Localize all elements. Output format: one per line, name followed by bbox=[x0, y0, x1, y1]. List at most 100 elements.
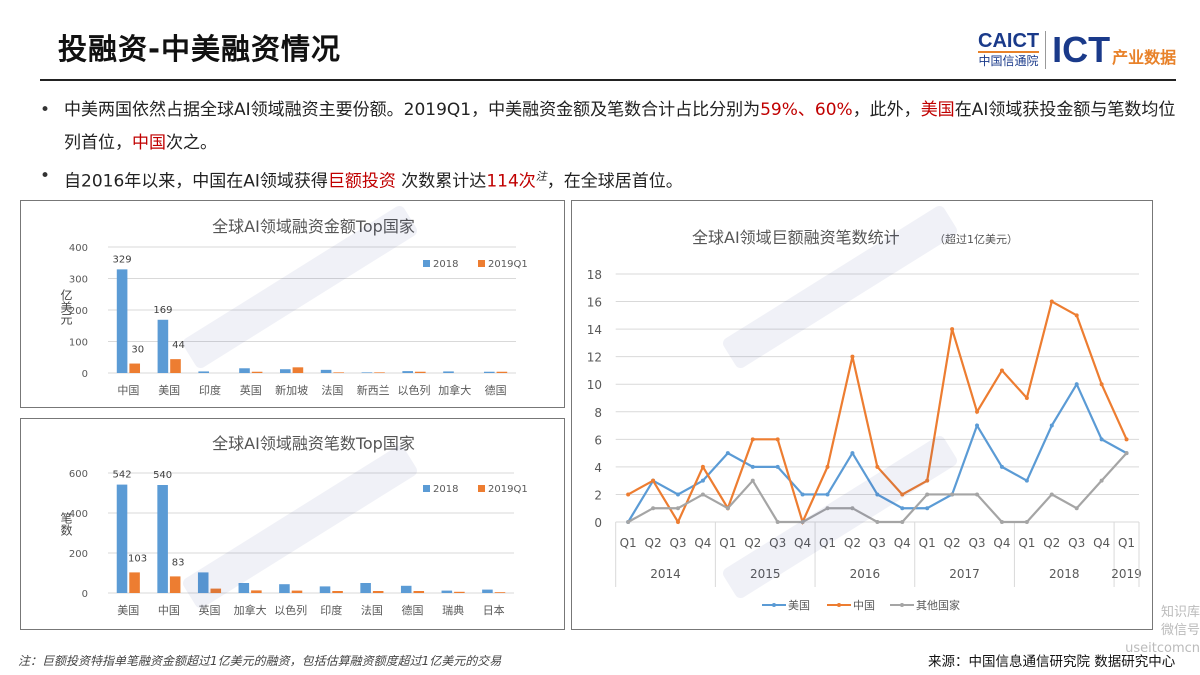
bar bbox=[319, 586, 331, 593]
x-tick-label: Q1 bbox=[1118, 536, 1135, 550]
x-tick-label: 中国 bbox=[117, 384, 139, 397]
bar bbox=[251, 371, 263, 373]
legend-marker bbox=[837, 603, 841, 607]
legend-label: 2019Q1 bbox=[488, 484, 528, 495]
bar bbox=[483, 371, 495, 373]
y-tick-label: 14 bbox=[587, 323, 602, 337]
highlight-text: 巨额投资 bbox=[327, 171, 396, 192]
year-label: 2018 bbox=[1049, 567, 1080, 581]
data-point bbox=[675, 520, 680, 524]
x-tick-label: 法国 bbox=[361, 603, 383, 617]
x-tick-label: 日本 bbox=[483, 603, 505, 617]
chart-subtitle: （超过1亿美元） bbox=[934, 232, 1018, 246]
x-tick-label: Q4 bbox=[894, 536, 911, 550]
x-tick-label: Q3 bbox=[968, 536, 985, 550]
legend-swatch bbox=[423, 260, 430, 267]
data-point bbox=[1074, 506, 1079, 511]
wechat-id: 微信号 useitcomcn bbox=[1125, 623, 1200, 656]
data-point bbox=[1124, 437, 1129, 442]
y-tick-label: 0 bbox=[594, 516, 602, 530]
legend-swatch bbox=[423, 485, 430, 492]
bar bbox=[496, 371, 508, 373]
data-point bbox=[750, 478, 755, 483]
x-tick-label: 新西兰 bbox=[357, 383, 390, 397]
y-tick-label: 600 bbox=[69, 469, 88, 480]
bar bbox=[170, 359, 181, 373]
data-label: 329 bbox=[113, 254, 132, 265]
data-point bbox=[1024, 396, 1029, 400]
data-point bbox=[700, 478, 705, 483]
data-point bbox=[750, 437, 755, 442]
bullet-text: 中美两国依然占据全球AI领域融资主要份额。2019Q1，中美融资金额及笔数合计占… bbox=[64, 100, 761, 120]
x-tick-label: 瑞典 bbox=[442, 603, 464, 617]
bullet-text: 自2016年以来，中国在AI领域获得 bbox=[64, 171, 328, 192]
year-label: 2014 bbox=[650, 567, 681, 581]
x-tick-label: Q3 bbox=[869, 536, 886, 550]
data-point bbox=[1074, 313, 1079, 318]
data-point bbox=[950, 327, 955, 332]
x-tick-label: 法国 bbox=[321, 383, 343, 397]
x-tick-label: Q3 bbox=[669, 536, 686, 550]
bullet-text: 注 bbox=[535, 170, 547, 183]
bullet-item: 中美两国依然占据全球AI领域融资主要份额。2019Q1，中美融资金额及笔数合计占… bbox=[38, 94, 1178, 160]
x-tick-label: 德国 bbox=[402, 603, 424, 617]
logo-ict-cn: 产业数据 bbox=[1112, 48, 1177, 67]
data-point bbox=[975, 423, 980, 428]
data-point bbox=[1049, 423, 1054, 428]
x-tick-label: 以色列 bbox=[398, 383, 431, 397]
legend-marker bbox=[900, 603, 904, 607]
data-point bbox=[750, 464, 755, 469]
bar bbox=[413, 591, 425, 593]
x-tick-label: 印度 bbox=[199, 383, 221, 397]
data-point bbox=[700, 492, 705, 497]
caict-mark: CAICT 中国信通院 bbox=[978, 31, 1047, 69]
chart-title: 全球AI领域巨额融资笔数统计 bbox=[692, 228, 900, 247]
y-tick-label: 300 bbox=[69, 275, 88, 286]
bar bbox=[360, 583, 371, 593]
bar bbox=[198, 371, 209, 373]
data-point bbox=[925, 478, 930, 483]
data-point bbox=[999, 520, 1004, 524]
chart-mega-deals: 全球AI领域巨额融资笔数统计 （超过1亿美元） 0 2 4 6 8 10 12 14 16 18 Q1 Q… bbox=[571, 200, 1153, 630]
x-tick-label: Q4 bbox=[694, 536, 711, 550]
x-tick-label: 英国 bbox=[199, 603, 221, 617]
bar bbox=[116, 484, 128, 593]
data-point bbox=[800, 492, 805, 497]
data-point bbox=[675, 506, 680, 511]
bullet-text: 次之。 bbox=[166, 133, 217, 153]
x-tick-label: Q1 bbox=[819, 536, 836, 550]
chart-funding-amount: 全球AI领域融资金额Top国家 0 100 200 300 400 亿美元 中国 329 30 美国… bbox=[20, 200, 565, 408]
y-tick-label: 8 bbox=[594, 406, 602, 420]
bullet-list: 中美两国依然占据全球AI领域融资主要份额。2019Q1，中美融资金额及笔数合计占… bbox=[38, 94, 1178, 199]
legend-label: 2019Q1 bbox=[488, 259, 528, 270]
caict-logo: CAICT 中国信通院 ICT 产业数据 bbox=[978, 28, 1176, 72]
bar bbox=[251, 590, 262, 593]
data-point bbox=[775, 520, 780, 524]
series-line bbox=[627, 381, 1128, 523]
data-label: 540 bbox=[153, 470, 172, 481]
data-point bbox=[900, 492, 905, 497]
bar bbox=[292, 367, 304, 373]
data-point bbox=[850, 354, 855, 359]
bar bbox=[279, 369, 291, 373]
y-tick-label: 200 bbox=[69, 549, 88, 560]
y-tick-label: 10 bbox=[587, 378, 602, 392]
bar bbox=[482, 589, 493, 593]
bullet-text: ，此外， bbox=[852, 100, 921, 120]
y-tick-label: 200 bbox=[69, 306, 88, 317]
data-point bbox=[850, 451, 855, 456]
data-point bbox=[651, 506, 656, 511]
bar bbox=[400, 585, 412, 593]
y-tick-label: 100 bbox=[69, 338, 88, 349]
data-point bbox=[1074, 382, 1079, 387]
bar bbox=[238, 583, 250, 593]
x-tick-label: 以色列 bbox=[274, 603, 307, 617]
bullet-text: 次数累计达 bbox=[395, 171, 487, 192]
x-tick-label: 新加坡 bbox=[275, 383, 308, 397]
data-label: 44 bbox=[172, 340, 185, 351]
data-label: 30 bbox=[131, 345, 144, 356]
bar bbox=[157, 485, 168, 593]
x-tick-label: 加拿大 bbox=[234, 603, 267, 617]
legend-label: 中国 bbox=[853, 599, 875, 612]
data-label: 103 bbox=[128, 553, 147, 564]
